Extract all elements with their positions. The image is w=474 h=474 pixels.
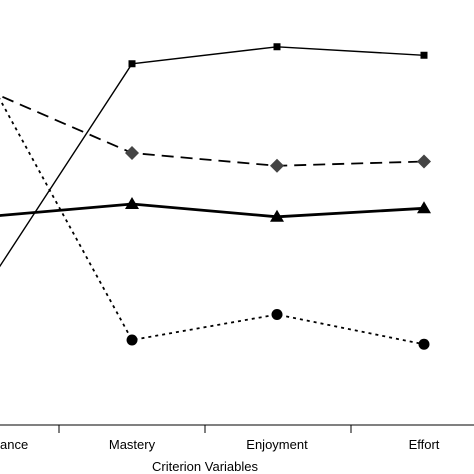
- x-tick-labels: ance Mastery Enjoyment Effort: [0, 437, 440, 452]
- x-ticks: [58, 425, 352, 433]
- point-triangle-2: [270, 209, 284, 222]
- series-diamond: [0, 94, 431, 173]
- x-tick-label-2: Enjoyment: [246, 437, 308, 452]
- point-diamond-1: [125, 146, 139, 160]
- x-axis-title: Criterion Variables: [152, 459, 258, 474]
- series-triangle: [0, 197, 431, 222]
- point-square-2: [273, 43, 281, 51]
- series-line-square: [0, 46, 425, 268]
- series-line-triangle: [0, 202, 425, 219]
- point-circle-2: [271, 309, 283, 320]
- series-layer: [0, 43, 431, 350]
- point-diamond-2: [270, 158, 284, 173]
- series-circle: [0, 97, 430, 350]
- x-tick-label-3: Effort: [409, 437, 440, 452]
- x-tick-label-0: ance: [0, 437, 28, 452]
- point-circle-1: [126, 334, 138, 346]
- point-square-3: [420, 51, 428, 59]
- point-diamond-3: [417, 154, 431, 169]
- point-triangle-1: [125, 197, 139, 209]
- x-tick-label-1: Mastery: [109, 437, 156, 452]
- point-circle-3: [418, 338, 430, 350]
- series-line-diamond: [0, 94, 425, 167]
- point-square-1: [128, 60, 136, 68]
- point-triangle-3: [417, 201, 431, 214]
- series-square: [0, 43, 428, 268]
- series-line-circle: [0, 97, 425, 346]
